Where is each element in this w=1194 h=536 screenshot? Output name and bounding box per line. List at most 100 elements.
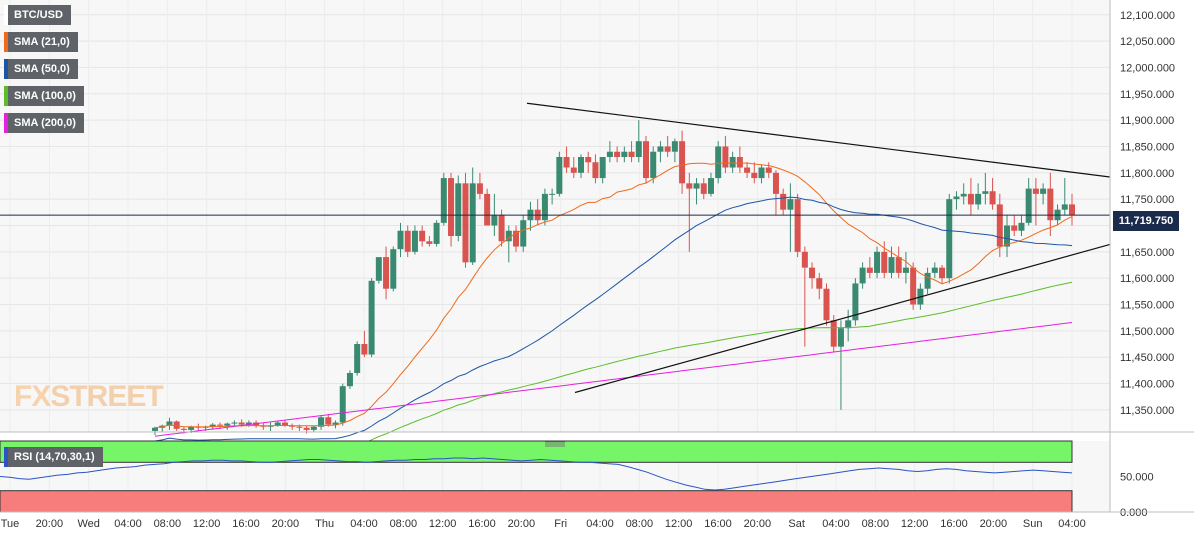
candle-body [1047,188,1054,221]
x-tick-label: 04:00 [350,518,378,530]
sma-50-line [154,196,1073,442]
candle-body [960,193,967,197]
x-tick-label: 20:00 [272,518,300,530]
candle-body [404,230,411,252]
x-tick-label: Thu [315,518,334,530]
candle-body [809,267,816,279]
y-tick-label: 12,000.000 [1120,62,1175,74]
candle-body [440,178,447,223]
candle-body [845,320,852,329]
candle-body [180,428,187,430]
candle-body [209,424,216,427]
candle-body [390,249,397,289]
x-tick-label: 08:00 [862,518,890,530]
candle-body [173,421,180,429]
candle-body [216,424,223,426]
candle-body [1025,188,1032,223]
candle-body [455,183,462,237]
candle-body [729,156,736,168]
candle-body [592,162,599,179]
candle-body [505,230,512,242]
candle-body [874,251,881,273]
candle-body [830,320,837,347]
candle-body [339,386,346,423]
candle-body [866,267,873,273]
x-tick-label: 08:00 [626,518,654,530]
candle-body [563,156,570,168]
candle-body [881,251,888,273]
x-tick-label: 20:00 [36,518,64,530]
legend-sma-100[interactable]: SMA (100,0) [4,86,84,106]
watermark-part2: STREET [50,380,163,413]
legend-sma-21[interactable]: SMA (21,0) [4,32,78,52]
candle-body [614,151,621,157]
candle-body [1069,204,1075,215]
candle-body [939,267,946,279]
candle-body [679,141,686,184]
candle-body [469,183,476,263]
candle-body [700,183,707,194]
candle-body [707,178,714,194]
candle-body [910,267,917,305]
candle-body [606,151,613,157]
legend-sma-200[interactable]: SMA (200,0) [4,113,84,133]
x-tick-label: Wed [77,518,99,530]
candle-body [686,183,693,189]
x-tick-label: Sat [788,518,805,530]
legend-sma-21-label: SMA (21,0) [14,36,70,48]
candle-body [953,196,960,200]
y-tick-label: 11,450.000 [1120,352,1174,364]
x-tick-label: 20:00 [508,518,536,530]
y-tick-label: 11,400.000 [1120,379,1174,391]
y-tick-label: 11,900.000 [1120,115,1174,127]
y-tick-label: 11,750.000 [1120,194,1174,206]
x-tick-label: 04:00 [114,518,142,530]
candle-body [375,257,382,281]
candle-body [245,422,252,425]
candle-body [1004,225,1011,247]
candle-body [549,193,556,195]
y-tick-label: 11,550.000 [1120,300,1174,312]
pane-resize-handle[interactable] [545,434,565,447]
candle-body [1018,222,1025,231]
legend-symbol[interactable]: BTC/USD [4,5,71,25]
candle-body [859,267,866,284]
legend-symbol-label: BTC/USD [14,9,63,21]
fxstreet-watermark: FXSTREET [14,380,164,414]
x-tick-label: 12:00 [901,518,929,530]
x-tick-label: 08:00 [154,518,182,530]
candle-body [693,183,700,189]
legend-rsi[interactable]: RSI (14,70,30,1) [4,447,103,467]
legend-sma-50-label: SMA (50,0) [14,63,70,75]
legend-sma-100-label: SMA (100,0) [14,90,76,102]
candle-body [642,141,649,179]
candle-body [570,167,577,173]
x-tick-label: 16:00 [468,518,496,530]
candle-body [238,422,245,425]
legend-sma-50[interactable]: SMA (50,0) [4,59,78,79]
candle-body [1040,188,1047,194]
candle-body [260,425,267,427]
candle-body [888,257,895,273]
x-tick-label: 16:00 [940,518,968,530]
candle-body [281,422,288,426]
candle-body [650,151,657,179]
candle-body [982,191,989,194]
candle-body [722,146,729,168]
last-price-label: 11,719.750 [1118,215,1174,227]
candle-body [231,422,238,424]
candle-body [780,193,787,210]
candle-body [1061,204,1068,210]
candle-body [267,425,274,427]
y-tick-label: 11,600.000 [1120,273,1174,285]
x-tick-label: 20:00 [980,518,1008,530]
legend-sma-200-label: SMA (200,0) [14,117,76,129]
candle-body [332,422,339,425]
candle-body [837,328,844,347]
candle-body [310,426,317,430]
rsi-line [0,457,1073,491]
candle-body [325,417,332,425]
candle-body [188,426,195,430]
